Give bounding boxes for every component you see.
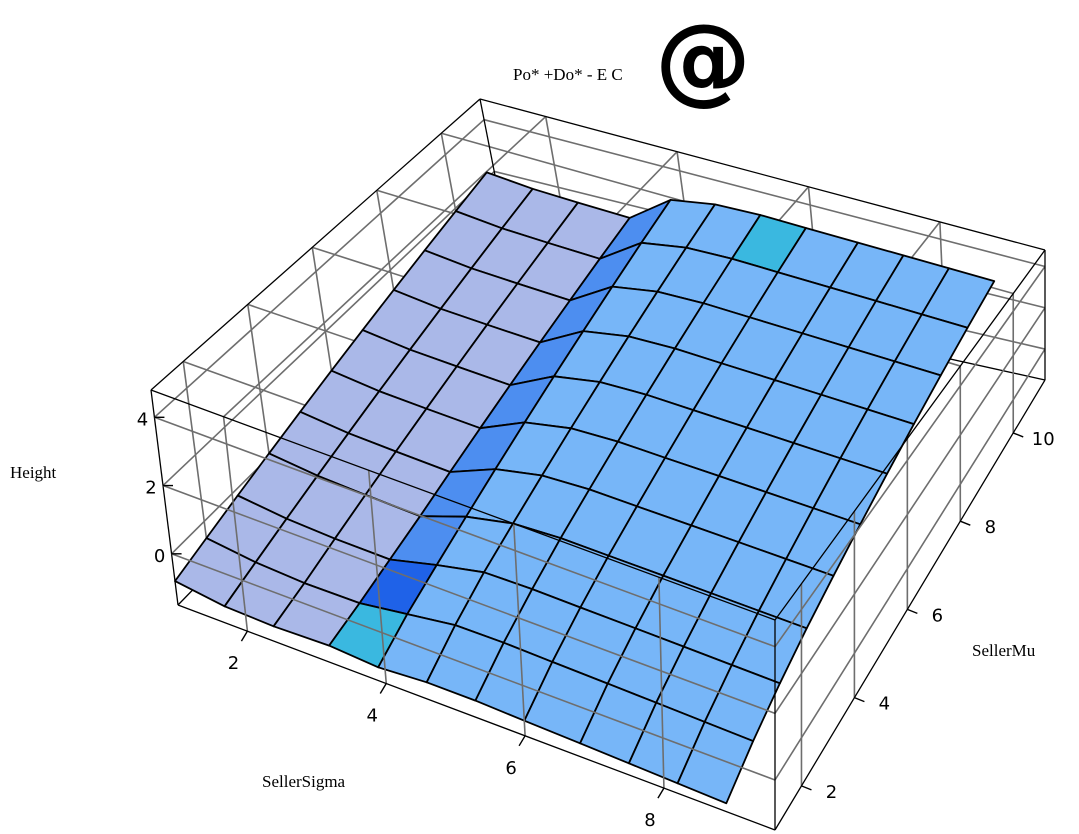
z-tick-label: 2 <box>145 478 156 499</box>
z-axis-label: Height <box>10 463 57 482</box>
y-tick-label: 4 <box>879 694 890 715</box>
x-tick-label: 6 <box>505 758 516 779</box>
x-tick-mark <box>657 787 665 799</box>
front-wall-grid-line <box>774 266 1046 648</box>
box-edge <box>150 389 776 621</box>
front-wall-grid-line <box>774 307 1046 714</box>
y-axis-label: SellerMu <box>972 641 1036 660</box>
box-edge <box>150 98 481 391</box>
x-tick-mark <box>379 683 387 694</box>
front-wall-grid-line <box>222 416 249 632</box>
title-glyph: @ <box>655 3 751 115</box>
box-edge <box>774 249 1046 621</box>
front-wall-grid-line <box>171 553 776 781</box>
surface-patch <box>676 721 754 805</box>
box-edge <box>774 379 1046 831</box>
front-wall-grid-line <box>658 577 665 789</box>
x-tick-label: 8 <box>644 810 655 831</box>
y-tick-label: 6 <box>932 605 943 626</box>
back-wall-grid-line <box>483 118 1046 268</box>
side-wall-grid-line <box>182 361 212 572</box>
box-edge <box>150 389 179 606</box>
box-edge <box>177 604 776 831</box>
x-tick-label: 4 <box>367 705 378 726</box>
y-tick-label: 8 <box>985 517 996 538</box>
y-tick-mark <box>907 608 918 615</box>
y-tick-label: 2 <box>826 782 837 803</box>
x-tick-mark <box>518 735 526 747</box>
front-wall-grid-line <box>774 348 1046 781</box>
front-wall-grid-line <box>367 470 388 684</box>
front-wall-grid-line <box>162 484 776 715</box>
y-tick-mark <box>854 696 865 703</box>
x-axis-label: SellerSigma <box>262 772 346 791</box>
x-tick-label: 2 <box>228 653 239 674</box>
side-wall-grid-line <box>153 119 485 418</box>
x-tick-mark <box>240 630 249 642</box>
tick-layer: 2 4 6 8 2 4 6 8 10 0 2 4 <box>137 409 1055 831</box>
front-wall-grid-line <box>154 416 776 648</box>
side-wall-grid-line <box>162 170 495 487</box>
y-tick-mark <box>1012 432 1024 438</box>
front-wall-grid-line <box>512 523 526 736</box>
z-tick-label: 4 <box>137 409 148 430</box>
front-box-layer <box>150 249 1046 831</box>
y-tick-mark <box>960 520 971 526</box>
box-edge <box>479 98 1046 251</box>
ceiling-grid-line <box>223 115 547 418</box>
y-tick-mark <box>801 785 812 791</box>
chart-title: Po* +Do* - E C <box>513 65 623 84</box>
z-tick-label: 0 <box>154 546 165 567</box>
y-tick-label: 10 <box>1032 429 1055 450</box>
